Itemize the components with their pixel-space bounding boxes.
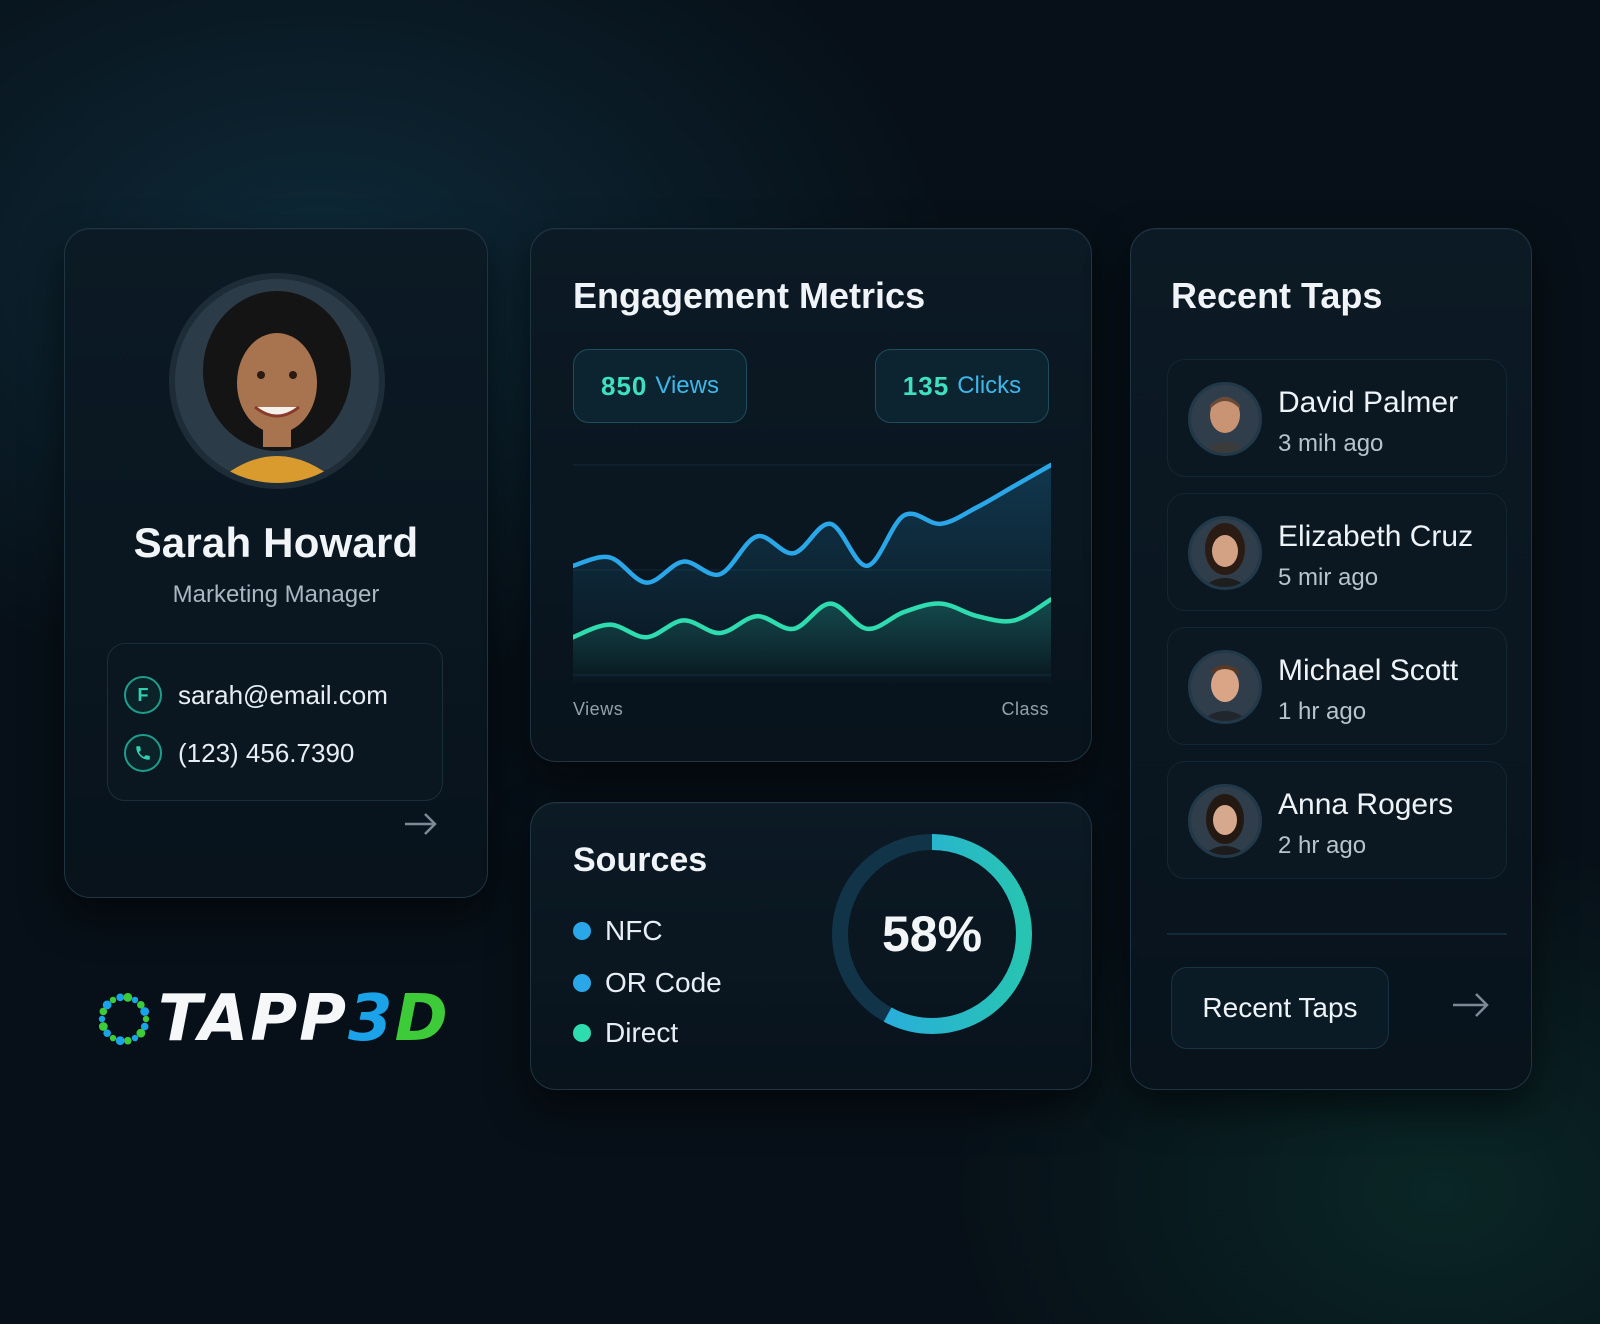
logo-ring-icon xyxy=(98,992,150,1046)
logo-dot xyxy=(109,996,117,1004)
clicks-pill[interactable]: 135 Clicks xyxy=(875,349,1049,423)
legend-label: NFC xyxy=(605,915,663,946)
logo-dot xyxy=(99,1007,108,1016)
series-area-clicks xyxy=(573,599,1051,685)
email-text[interactable]: sarah@email.com xyxy=(178,679,388,710)
recent-taps-card: Recent Taps David Palmer 3 mih ago Eliza… xyxy=(1130,228,1532,1090)
recent-taps-button[interactable]: Recent Taps xyxy=(1171,967,1389,1049)
logo-dot xyxy=(98,1022,108,1031)
legend-item-direct: Direct xyxy=(573,1017,678,1049)
legend-item-qr-code: OR Code xyxy=(573,967,722,999)
x-label-left: Views xyxy=(573,699,624,719)
donut-arc xyxy=(832,834,1032,1034)
engagement-title: Engagement Metrics xyxy=(573,275,926,316)
donut-percent: 58% xyxy=(881,906,983,962)
tap-name: Elizabeth Cruz xyxy=(1278,520,1474,553)
divider xyxy=(1167,933,1507,935)
x-label-right: Class xyxy=(1001,699,1049,719)
logo-dot xyxy=(140,1007,150,1016)
tap-time: 3 mih ago xyxy=(1278,430,1384,457)
sources-card: Sources NFC OR Code Direct 58% xyxy=(530,802,1092,1090)
logo-dot xyxy=(102,1000,112,1010)
profile-card: Sarah Howard Marketing Manager F sarah@e… xyxy=(64,228,488,898)
views-label: Views xyxy=(655,372,719,399)
tap-item[interactable]: Anna Rogers 2 hr ago xyxy=(1167,761,1507,879)
engagement-chart xyxy=(573,462,1051,685)
phone-icon xyxy=(124,734,162,772)
tap-name: Anna Rogers xyxy=(1278,788,1454,821)
tap-time: 1 hr ago xyxy=(1278,698,1367,725)
tap-name: David Palmer xyxy=(1278,386,1459,419)
clicks-label: Clicks xyxy=(957,372,1022,399)
series-line-clicks xyxy=(573,597,1051,640)
logo-dot xyxy=(109,1034,117,1042)
logo-dot xyxy=(116,993,124,1002)
logo-dot xyxy=(140,1022,149,1031)
logo-dot xyxy=(103,1029,111,1037)
tap-item[interactable]: Michael Scott 1 hr ago xyxy=(1167,627,1507,745)
legend-dot xyxy=(573,922,591,940)
tap-item[interactable]: Elizabeth Cruz 5 mir ago xyxy=(1167,493,1507,611)
avatar xyxy=(1188,650,1262,724)
avatar xyxy=(1188,784,1262,858)
logo-dot xyxy=(98,1015,106,1023)
logo-text-blue: 3 xyxy=(348,982,395,1056)
tap-item[interactable]: David Palmer 3 mih ago xyxy=(1167,359,1507,477)
email-icon: F xyxy=(124,676,162,714)
logo-dot xyxy=(136,1028,146,1038)
arrow-right-icon[interactable] xyxy=(401,809,441,848)
logo-dot xyxy=(131,1034,139,1042)
logo-dot xyxy=(137,1001,145,1009)
views-count: 850 xyxy=(601,370,648,401)
phone-row[interactable]: (123) 456.7390 xyxy=(124,734,354,772)
tap-time: 5 mir ago xyxy=(1278,564,1379,591)
logo-text-green: D xyxy=(394,982,450,1056)
engagement-card: Engagement Metrics 850 Views 135 Clicks … xyxy=(530,228,1092,762)
legend-dot xyxy=(573,1024,591,1042)
logo-dot xyxy=(124,1036,132,1045)
logo-dot xyxy=(115,1036,125,1046)
profile-name: Sarah Howard xyxy=(133,519,419,566)
series-line-views xyxy=(573,462,1051,585)
legend-label: Direct xyxy=(605,1017,679,1048)
tapp3d-logo: TAPP 3 D xyxy=(96,982,450,1056)
recent-taps-title: Recent Taps xyxy=(1171,275,1383,316)
sources-title: Sources xyxy=(573,841,708,879)
tap-name: Michael Scott xyxy=(1278,654,1459,687)
phone-text[interactable]: (123) 456.7390 xyxy=(178,737,355,768)
contact-box: F sarah@email.com (123) 456.7390 xyxy=(107,643,443,801)
legend-label: OR Code xyxy=(605,967,722,998)
views-pill[interactable]: 850 Views xyxy=(573,349,747,423)
profile-avatar xyxy=(169,273,385,489)
email-row[interactable]: F sarah@email.com xyxy=(124,676,388,714)
avatar xyxy=(1188,516,1262,590)
clicks-count: 135 xyxy=(902,370,950,401)
arrow-right-icon[interactable] xyxy=(1449,989,1493,1030)
legend-dot xyxy=(573,974,591,992)
logo-text-white: TAPP xyxy=(158,982,349,1056)
sources-donut xyxy=(832,834,1032,1034)
avatar xyxy=(1188,382,1262,456)
logo-dot xyxy=(142,1015,150,1023)
logo-dot xyxy=(131,996,139,1004)
tap-time: 2 hr ago xyxy=(1278,832,1367,859)
profile-role: Marketing Manager xyxy=(172,581,380,608)
logo-dot xyxy=(123,992,133,1002)
legend-item-nfc: NFC xyxy=(573,915,663,947)
